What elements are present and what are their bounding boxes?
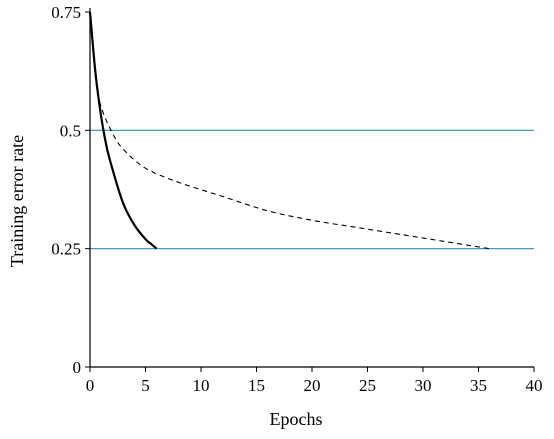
x-tick-label: 0 (86, 376, 95, 395)
x-tick-label: 30 (415, 376, 432, 395)
x-tick-label: 15 (248, 376, 265, 395)
y-tick-label: 0 (73, 358, 82, 377)
y-axis-label: Training error rate (7, 135, 27, 267)
y-tick-label: 0.25 (51, 240, 81, 259)
axes (89, 8, 534, 368)
x-tick-label: 10 (193, 376, 210, 395)
x-tick-label: 40 (526, 376, 543, 395)
ticks: 0 5 10 15 20 25 30 35 40 0 0.25 0.5 0.75 (51, 3, 542, 395)
y-tick-label: 0.5 (60, 121, 81, 140)
x-tick-label: 25 (359, 376, 376, 395)
reference-lines (90, 129, 534, 250)
x-tick-label: 20 (304, 376, 321, 395)
series-layer (88, 11, 490, 250)
x-tick-label: 35 (470, 376, 487, 395)
series-line-dashed (89, 11, 490, 250)
x-axis-label: Epochs (270, 409, 323, 429)
x-tick-label: 5 (141, 376, 150, 395)
y-tick-label: 0.75 (51, 3, 81, 22)
